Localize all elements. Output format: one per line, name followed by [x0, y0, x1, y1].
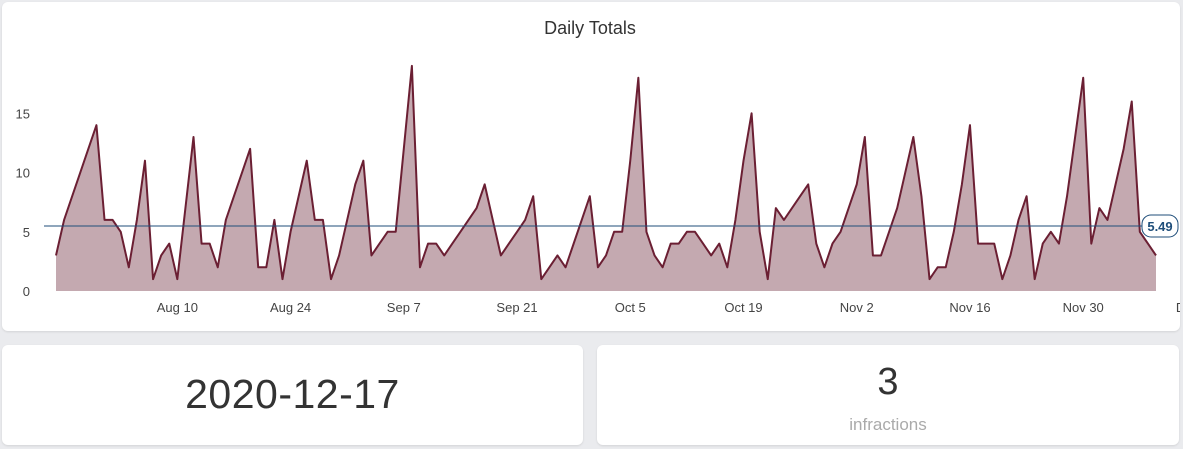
average-label: 5.49 — [1147, 219, 1172, 234]
infractions-card: 3 infractions — [597, 345, 1179, 445]
daily-totals-chart-card: Daily Totals 0 5 10 15 Aug 10 Aug 24 Sep 7 Sep… — [2, 2, 1180, 331]
x-tick-label: Nov 2 — [840, 300, 874, 315]
x-tick-label: Sep 7 — [387, 300, 421, 315]
x-tick-label: Nov 30 — [1063, 300, 1104, 315]
series-area — [56, 65, 1156, 291]
infractions-label: infractions — [849, 415, 927, 434]
latest-date-value: 2020-12-17 — [185, 371, 400, 417]
x-tick-label: Oct 5 — [615, 300, 646, 315]
x-tick-label: Sep 21 — [496, 300, 537, 315]
x-tick-label: Nov 16 — [949, 300, 990, 315]
infractions-count: 3 — [877, 361, 899, 403]
x-tick-label: Aug 10 — [157, 300, 198, 315]
y-tick-label: 5 — [23, 225, 30, 240]
series-line — [55, 64, 1157, 281]
y-tick-label: 10 — [16, 166, 30, 181]
latest-date-card: 2020-12-17 — [2, 345, 583, 445]
x-tick-label: Aug 24 — [270, 300, 311, 315]
average-badge — [1141, 214, 1179, 238]
daily-totals-chart: Daily Totals 0 5 10 15 Aug 10 Aug 24 Sep 7 Sep… — [16, 18, 1180, 315]
y-tick-label: 15 — [16, 106, 30, 121]
x-tick-label: Oct 19 — [724, 300, 762, 315]
x-tick-label: Dec 14 — [1176, 300, 1180, 315]
y-tick-label: 0 — [23, 284, 30, 299]
chart-title: Daily Totals — [544, 18, 636, 38]
